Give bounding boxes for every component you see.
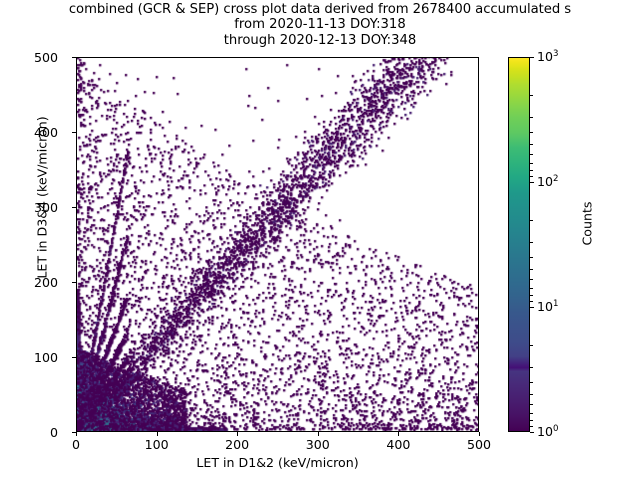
colorbar-minor-tick-3	[530, 132, 533, 134]
colorbar-minor-tick-23	[530, 419, 533, 421]
colorbar-label-mantissa-100: 10	[537, 174, 554, 189]
y-tick-label-400: 400	[33, 125, 58, 140]
x-tick-100	[156, 432, 158, 436]
colorbar-tick-1	[530, 432, 535, 434]
y-tick-0	[72, 432, 76, 434]
colorbar-tick-label-1000: 103	[537, 49, 559, 64]
colorbar-minor-tick-13	[530, 279, 533, 281]
x-tick-label-400: 400	[386, 437, 411, 452]
y-tick-200	[72, 282, 76, 284]
y-tick-label-200: 200	[33, 275, 58, 290]
figure-title-line-3: through 2020-12-13 DOY:348	[223, 32, 417, 48]
colorbar-tick-label-1: 100	[537, 424, 559, 439]
colorbar-minor-tick-17	[530, 344, 533, 346]
y-tick-100	[72, 357, 76, 359]
colorbar-minor-tick-19	[530, 382, 533, 384]
x-tick-300	[317, 432, 319, 436]
colorbar-tick-1000	[530, 57, 535, 59]
scatter-data-layer	[77, 58, 478, 431]
figure-title: combined (GCR & SEP) cross plot data der…	[0, 0, 640, 48]
y-tick-label-100: 100	[33, 350, 58, 365]
y-tick-500	[72, 57, 76, 59]
y-axis-label: LET in D3&4 (keV/micron)	[34, 116, 50, 279]
y-tick-300	[72, 207, 76, 209]
colorbar-minor-tick-11	[530, 257, 533, 259]
figure-title-line-2: from 2020-11-13 DOY:318	[234, 17, 406, 33]
x-tick-label-500: 500	[466, 437, 492, 452]
x-tick-label-0: 0	[71, 437, 80, 452]
y-tick-label-300: 300	[33, 200, 58, 215]
colorbar-minor-tick-22	[530, 412, 533, 414]
x-axis-label: LET in D1&2 (keV/micron)	[196, 455, 359, 470]
y-tick-label-0: 0	[49, 425, 58, 440]
y-tick-label-500: 500	[33, 50, 58, 65]
colorbar-minor-tick-1	[530, 94, 533, 96]
colorbar-label-exponent-100: 2	[553, 173, 559, 184]
colorbar-tick-100	[530, 182, 535, 184]
colorbar-minor-tick-6	[530, 162, 533, 164]
colorbar-minor-tick-2	[530, 116, 533, 118]
colorbar-label-mantissa-1000: 10	[537, 49, 554, 64]
colorbar-minor-tick-20	[530, 394, 533, 396]
colorbar-minor-tick-5	[530, 154, 533, 156]
colorbar-minor-tick-14	[530, 287, 533, 289]
colorbar-minor-tick-18	[530, 366, 533, 368]
colorbar-minor-tick-15	[530, 294, 533, 296]
colorbar-gradient	[508, 57, 530, 432]
figure-title-line-1: combined (GCR & SEP) cross plot data der…	[68, 2, 572, 17]
colorbar-tick-10	[530, 307, 535, 309]
colorbar-label-mantissa-1: 10	[537, 424, 554, 439]
x-tick-0	[76, 432, 78, 436]
colorbar-minor-tick-4	[530, 144, 533, 146]
colorbar-minor-tick-8	[530, 176, 533, 178]
x-tick-500	[479, 432, 481, 436]
colorbar-minor-tick-10	[530, 241, 533, 243]
colorbar-minor-tick-24	[530, 426, 533, 428]
colorbar-minor-tick-7	[530, 169, 533, 171]
plot-axes-area	[76, 57, 479, 432]
colorbar-tick-label-100: 102	[537, 174, 559, 189]
colorbar-minor-tick-16	[530, 301, 533, 303]
colorbar-axis-label: Counts	[579, 201, 595, 246]
colorbar-minor-tick-12	[530, 269, 533, 271]
x-tick-label-300: 300	[305, 437, 330, 452]
colorbar-label-mantissa-10: 10	[537, 299, 554, 314]
y-tick-400	[72, 132, 76, 134]
colorbar-minor-tick-21	[530, 404, 533, 406]
x-tick-400	[398, 432, 400, 436]
colorbar-tick-label-10: 101	[537, 299, 559, 314]
colorbar-minor-tick-9	[530, 219, 533, 221]
x-tick-200	[237, 432, 239, 436]
colorbar-label-exponent-1: 0	[553, 423, 559, 434]
colorbar-label-exponent-1000: 3	[553, 48, 559, 59]
colorbar-label-exponent-10: 1	[553, 298, 559, 309]
x-tick-label-100: 100	[144, 437, 169, 452]
x-tick-label-200: 200	[225, 437, 250, 452]
